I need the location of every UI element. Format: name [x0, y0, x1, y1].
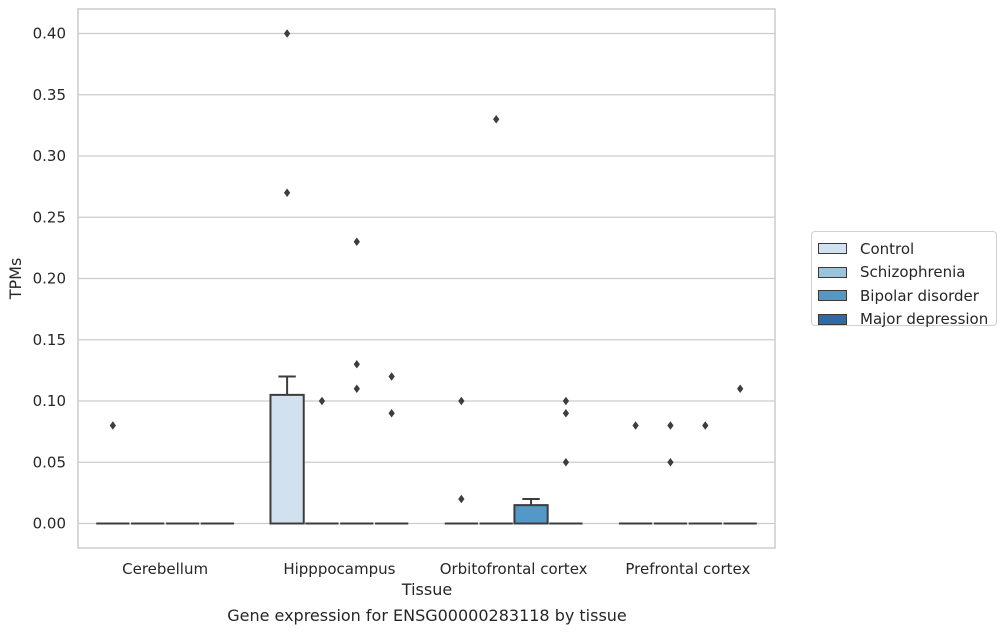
outlier-point: [283, 29, 291, 38]
gridlines: [78, 32, 775, 525]
outlier-point: [562, 409, 570, 418]
outlier-point: [632, 421, 639, 430]
y-tick-label: 0.15: [33, 331, 66, 349]
outlier-points: [109, 29, 744, 504]
outlier-point: [562, 396, 570, 406]
legend-item-bipolar-disorder: Bipolar disorder: [818, 284, 996, 308]
x-tick-labels: Cerebellum Hipppocampus Orbitofrontal cort…: [122, 560, 750, 578]
legend-item-schizophrenia: Schizophrenia: [818, 261, 996, 285]
y-axis-label: TPMs: [6, 258, 25, 301]
legend-swatch: [818, 313, 847, 325]
legend-swatch: [818, 266, 847, 278]
outlier-point: [353, 360, 360, 369]
legend: Control Schizophrenia Bipolar disorder M…: [811, 231, 997, 328]
x-tick-label: Cerebellum: [122, 560, 208, 578]
y-tick-label: 0.05: [33, 453, 66, 471]
y-tick-labels: 0.00 0.05 0.10 0.15 0.20 0.25 0.30 0.35 0.40: [33, 25, 66, 533]
outlier-point: [458, 494, 465, 504]
outlier-point: [318, 396, 326, 406]
y-tick-label: 0.35: [33, 86, 66, 104]
y-tick-label: 0.25: [33, 208, 66, 226]
outlier-point: [388, 372, 395, 381]
outlier-point: [458, 396, 465, 406]
legend-label: Control: [860, 239, 915, 258]
outlier-point: [562, 458, 570, 467]
legend-label: Schizophrenia: [860, 263, 966, 282]
box-body: [269, 393, 305, 525]
legend-swatch: [818, 290, 847, 302]
y-tick-label: 0.00: [33, 515, 66, 533]
outlier-point: [109, 421, 116, 430]
y-tick-label: 0.10: [33, 392, 66, 410]
outlier-point: [667, 421, 674, 430]
outlier-point: [737, 384, 744, 393]
box-body: [513, 504, 549, 525]
legend-item-control: Control: [818, 237, 996, 261]
outlier-point: [353, 237, 360, 246]
x-tick-label: Hipppocampus: [283, 560, 395, 578]
chart-title: Gene expression for ENSG00000283118 by t…: [227, 606, 627, 625]
y-tick-label: 0.30: [33, 147, 66, 165]
legend-label: Major depression: [860, 310, 989, 329]
plot-area-frame: [77, 8, 776, 549]
outlier-point: [493, 115, 500, 124]
y-tick-label: 0.20: [33, 270, 66, 288]
outlier-point: [283, 188, 291, 197]
x-axis-label: Tissue: [401, 580, 453, 599]
outlier-point: [388, 409, 395, 418]
x-tick-label: Prefrontal cortex: [625, 560, 750, 578]
outlier-point: [702, 421, 709, 430]
legend-label: Bipolar disorder: [860, 286, 979, 305]
boxes: [96, 375, 757, 525]
box-orbitofrontal-cortex-bipolar-disorder: [513, 498, 549, 525]
legend-item-major-depression: Major depression: [818, 308, 996, 332]
y-tick-label: 0.40: [33, 25, 66, 43]
outlier-point: [353, 384, 360, 393]
x-tick-label: Orbitofrontal cortex: [440, 560, 588, 578]
legend-swatch: [818, 243, 847, 255]
box-hipppocampus-control: [269, 375, 305, 525]
outlier-point: [667, 458, 674, 467]
